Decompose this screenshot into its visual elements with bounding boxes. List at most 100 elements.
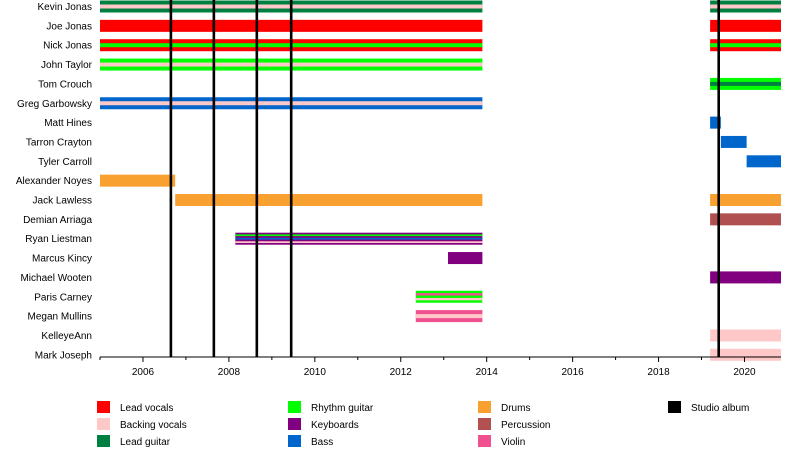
member-label-marcus-kincy: Marcus Kincy <box>32 254 92 265</box>
bar-stripe-backing_vocals <box>710 4 781 9</box>
legend-item-percussion: Percussion <box>478 418 550 431</box>
bar-joe-jonas-2 <box>710 19 781 32</box>
bar-jack-lawless-1 <box>175 194 483 206</box>
legend-label-lead_vocals: Lead vocals <box>120 403 173 414</box>
legend-swatch-percussion <box>478 418 491 430</box>
member-label-greg-garbowsky: Greg Garbowsky <box>17 99 92 110</box>
legend-item-rhythm-guitar: Rhythm guitar <box>288 401 374 414</box>
bar-stripe-backing_vocals <box>415 297 483 301</box>
bar-stripe-violin <box>415 293 483 296</box>
bar-tyler-carroll-1 <box>746 155 781 168</box>
legend-swatch-lead_guitar <box>97 435 110 447</box>
legend-swatch-studio_album <box>668 401 681 413</box>
legend-item-keyboards: Keyboards <box>288 418 359 431</box>
legend-label-studio_album: Studio album <box>691 403 749 414</box>
x-tick-label-2020: 2020 <box>733 367 756 378</box>
bar-tom-crouch-1 <box>710 77 781 90</box>
legend-label-backing_vocals: Backing vocals <box>120 420 187 431</box>
bar-segment-rhythm_guitar <box>415 290 483 303</box>
bar-stripe-bass <box>235 237 483 240</box>
x-tick-label-2014: 2014 <box>476 367 499 378</box>
legend-item-lead-guitar: Lead guitar <box>97 435 171 448</box>
bar-marcus-kincy-1 <box>448 252 483 265</box>
member-label-tyler-carroll: Tyler Carroll <box>38 157 92 168</box>
bar-segment-drums <box>100 174 176 187</box>
member-label-joe-jonas: Joe Jonas <box>46 21 92 32</box>
legend-item-violin: Violin <box>478 435 525 448</box>
legend-label-bass: Bass <box>311 437 333 448</box>
legend-item-studio-album: Studio album <box>668 401 749 414</box>
bar-segment-drums <box>175 194 483 206</box>
bar-segment-bass <box>746 155 781 168</box>
legend-label-percussion: Percussion <box>501 420 550 431</box>
legend-swatch-lead_vocals <box>97 401 110 413</box>
member-label-matt-hines: Matt Hines <box>44 118 92 129</box>
legend-item-drums: Drums <box>478 401 530 414</box>
legend-swatch-drums <box>478 401 491 413</box>
bar-demian-arriaga-1 <box>710 213 781 226</box>
bar-segment-bass <box>720 135 747 148</box>
bar-jack-lawless-2 <box>710 194 781 206</box>
x-tick-label-2008: 2008 <box>218 367 241 378</box>
bar-stripe-backing_vocals <box>415 314 483 319</box>
legend: Lead vocals Backing vocals Lead guitar Rhyt… <box>97 401 749 448</box>
bar-kevin-jonas-2 <box>710 0 781 13</box>
legend-swatch-bass <box>288 435 301 447</box>
legend-swatch-backing_vocals <box>97 418 110 430</box>
bar-kelleyeann-1 <box>710 329 781 342</box>
bar-segment-keyboards <box>448 252 483 265</box>
member-label-ryan-liestman: Ryan Liestman <box>25 234 92 245</box>
bar-stripe-rhythm_guitar <box>710 43 781 48</box>
member-label-john-taylor: John Taylor <box>41 60 93 71</box>
member-label-mark-joseph: Mark Joseph <box>35 350 92 361</box>
member-label-kelleyeann: KelleyeAnn <box>41 331 92 342</box>
x-tick-label-2010: 2010 <box>304 367 327 378</box>
bar-segment-percussion <box>710 213 781 226</box>
legend-label-rhythm_guitar: Rhythm guitar <box>311 403 374 414</box>
legend-swatch-keyboards <box>288 418 301 430</box>
legend-swatch-violin <box>478 435 491 447</box>
bar-segment-bass <box>710 116 721 129</box>
bar-michael-wooten-1 <box>710 271 781 284</box>
bar-nick-jonas-2 <box>710 39 781 52</box>
member-label-tom-crouch: Tom Crouch <box>38 79 92 90</box>
member-label-megan-mullins: Megan Mullins <box>28 312 92 323</box>
legend-label-drums: Drums <box>501 403 530 414</box>
bar-segment-keyboards <box>710 271 781 284</box>
member-labels: Kevin Jonas Joe Jonas Nick Jonas John Taylo… <box>16 2 93 361</box>
member-label-alexander-noyes: Alexander Noyes <box>16 176 92 187</box>
legend-label-keyboards: Keyboards <box>311 420 359 431</box>
bar-segment-lead_vocals <box>710 19 781 32</box>
bar-segment-backing_vocals <box>710 329 781 342</box>
member-label-demian-arriaga: Demian Arriaga <box>23 215 92 226</box>
legend-item-bass: Bass <box>288 435 333 448</box>
bar-ryan-liestman-1 <box>235 232 483 245</box>
bar-matt-hines-1 <box>710 116 721 129</box>
bar-stripe-rhythm_guitar <box>235 234 483 237</box>
x-tick-label-2018: 2018 <box>647 367 670 378</box>
member-label-tarron-crayton: Tarron Crayton <box>26 137 92 148</box>
bar-stripe-backing_vocals <box>235 241 483 243</box>
member-bars <box>100 0 781 361</box>
bar-alexander-noyes-1 <box>100 174 176 187</box>
member-label-nick-jonas: Nick Jonas <box>43 41 92 52</box>
x-axis: 2006 2008 2010 2012 2014 2016 2018 2020 <box>99 356 781 378</box>
legend-swatch-rhythm_guitar <box>288 401 301 413</box>
legend-label-lead_guitar: Lead guitar <box>120 437 171 448</box>
member-label-michael-wooten: Michael Wooten <box>20 273 92 284</box>
x-tick-label-2006: 2006 <box>132 367 155 378</box>
x-tick-label-2012: 2012 <box>390 367 413 378</box>
legend-label-violin: Violin <box>501 437 525 448</box>
bar-tarron-crayton-1 <box>720 135 747 148</box>
legend-item-lead-vocals: Lead vocals <box>97 401 173 414</box>
bar-paris-carney-1 <box>415 290 483 303</box>
bar-megan-mullins-1 <box>415 310 483 323</box>
member-label-paris-carney: Paris Carney <box>34 292 92 303</box>
bar-stripe-lead_guitar <box>710 81 781 86</box>
bar-mark-joseph-1 <box>710 348 781 361</box>
bar-segment-backing_vocals <box>710 348 781 361</box>
member-label-kevin-jonas: Kevin Jonas <box>38 2 92 13</box>
member-label-jack-lawless: Jack Lawless <box>33 196 92 207</box>
studio-album-lines <box>169 0 721 357</box>
